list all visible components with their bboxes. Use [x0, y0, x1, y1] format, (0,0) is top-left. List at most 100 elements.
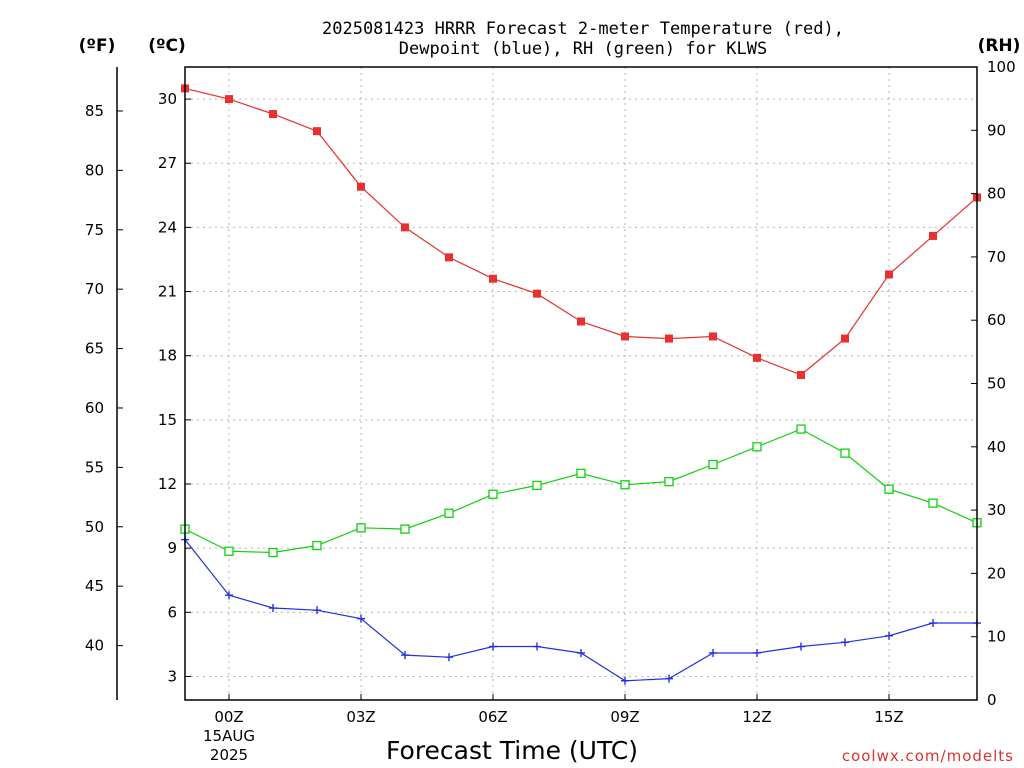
- x-tick-label: 00Z: [214, 708, 243, 726]
- rh-tick-label: 30: [987, 501, 1006, 519]
- temperature-point: [357, 182, 365, 191]
- x-axis-label: Forecast Time (UTC): [386, 736, 638, 765]
- dewpoint-point: [665, 674, 673, 683]
- rh-point: [884, 484, 894, 494]
- dewpoint-point: [797, 642, 805, 651]
- celsius-tick-label: 30: [158, 90, 177, 108]
- rh-point: [224, 546, 234, 556]
- dewpoint-point: [753, 648, 761, 657]
- dewpoint-point: [357, 614, 365, 623]
- temperature-point: [225, 95, 233, 104]
- x-tick-label: 15Z: [874, 708, 903, 726]
- series-layer: [180, 84, 982, 685]
- rh-tick-label: 90: [987, 121, 1006, 139]
- celsius-tick-label: 24: [158, 218, 177, 236]
- rh-series-line: [184, 428, 978, 554]
- dewpoint-point: [841, 638, 849, 647]
- x-tick-date-label: 2025: [210, 746, 248, 764]
- dewpoint-point: [269, 604, 277, 613]
- rh-tick-label: 0: [987, 691, 997, 709]
- rh-point: [664, 476, 674, 487]
- rh-tick-label: 20: [987, 564, 1006, 582]
- dewpoint-point: [621, 676, 629, 685]
- rh-point: [444, 508, 454, 518]
- fahrenheit-tick-label: 75: [85, 221, 104, 239]
- credit-text: coolwx.com/modelts: [842, 747, 1014, 765]
- celsius-tick-label: 27: [158, 154, 177, 172]
- temperature-point: [753, 353, 761, 362]
- x-tick-label: 09Z: [610, 708, 639, 726]
- fahrenheit-tick-label: 45: [85, 577, 104, 595]
- rh-point: [400, 524, 410, 534]
- dewpoint-point: [577, 648, 585, 657]
- temperature-point: [665, 334, 673, 343]
- celsius-tick-label: 6: [167, 603, 177, 621]
- dewpoint-point: [709, 648, 717, 657]
- temperature-point: [489, 274, 497, 283]
- fahrenheit-tick-label: 70: [85, 280, 104, 298]
- rh-point: [488, 489, 498, 499]
- rh-tick-label: 10: [987, 628, 1006, 646]
- rh-point: [752, 442, 762, 452]
- celsius-tick-label: 18: [158, 347, 177, 365]
- dewpoint-point: [225, 591, 233, 600]
- x-tick-label: 03Z: [346, 708, 375, 726]
- fahrenheit-tick-label: 85: [85, 102, 104, 120]
- rh-point: [928, 498, 938, 508]
- dewpoint-point: [445, 653, 453, 662]
- fahrenheit-unit-label: (ºF): [79, 36, 116, 56]
- dewpoint-point: [313, 606, 321, 615]
- rh-tick-label: 100: [987, 58, 1016, 76]
- temperature-point: [533, 289, 541, 298]
- axes: 3 6 9 12 15 18 21 24 27 30 40 45 50 55 60 65 70 75 80 85 0 10…: [85, 58, 1016, 764]
- rh-point: [796, 424, 806, 434]
- rh-point: [620, 480, 630, 490]
- fahrenheit-tick-label: 40: [85, 637, 104, 655]
- dewpoint-point: [885, 631, 893, 640]
- temperature-point: [841, 334, 849, 343]
- rh-point: [840, 448, 850, 458]
- temperature-point: [929, 231, 937, 240]
- chart-title-line-1: 2025081423 HRRR Forecast 2-meter Tempera…: [322, 19, 844, 39]
- grid: [185, 67, 977, 700]
- rh-point: [268, 547, 278, 558]
- temperature-point: [269, 110, 277, 119]
- temperature-point: [577, 317, 585, 326]
- celsius-tick-label: 9: [167, 539, 177, 557]
- rh-point: [708, 459, 718, 470]
- rh-tick-label: 50: [987, 375, 1006, 393]
- temperature-point: [709, 332, 717, 341]
- plot-frame: [184, 66, 978, 701]
- fahrenheit-tick-label: 55: [85, 458, 104, 476]
- rh-tick-label: 40: [987, 438, 1006, 456]
- celsius-tick-label: 15: [158, 411, 177, 429]
- rh-point: [576, 468, 586, 479]
- chart-title-line-2: Dewpoint (blue), RH (green) for KLWS: [399, 39, 767, 59]
- celsius-tick-label: 12: [158, 475, 177, 493]
- fahrenheit-tick-label: 65: [85, 340, 104, 358]
- rh-point: [356, 523, 366, 533]
- dewpoint-point: [401, 651, 409, 660]
- x-tick-label: 12Z: [742, 708, 771, 726]
- fahrenheit-tick-label: 60: [85, 399, 104, 417]
- x-tick-date-label: 15AUG: [203, 727, 255, 745]
- temperature-point: [885, 270, 893, 279]
- fahrenheit-tick-label: 50: [85, 518, 104, 536]
- temperature-point: [313, 127, 321, 136]
- rh-tick-label: 70: [987, 248, 1006, 266]
- celsius-tick-label: 3: [167, 667, 177, 685]
- temperature-point: [401, 223, 409, 232]
- celsius-tick-label: 21: [158, 283, 177, 301]
- dewpoint-point: [929, 619, 937, 628]
- dewpoint-series-line: [184, 539, 977, 682]
- dewpoint-point: [533, 642, 541, 651]
- rh-tick-label: 80: [987, 185, 1006, 203]
- rh-tick-label: 60: [987, 311, 1006, 329]
- rh-point: [312, 540, 322, 551]
- temperature-point: [445, 253, 453, 262]
- rh-unit-label: (RH): [978, 36, 1021, 56]
- dewpoint-point: [489, 642, 497, 651]
- temperature-point: [621, 332, 629, 341]
- temperature-point: [797, 370, 805, 379]
